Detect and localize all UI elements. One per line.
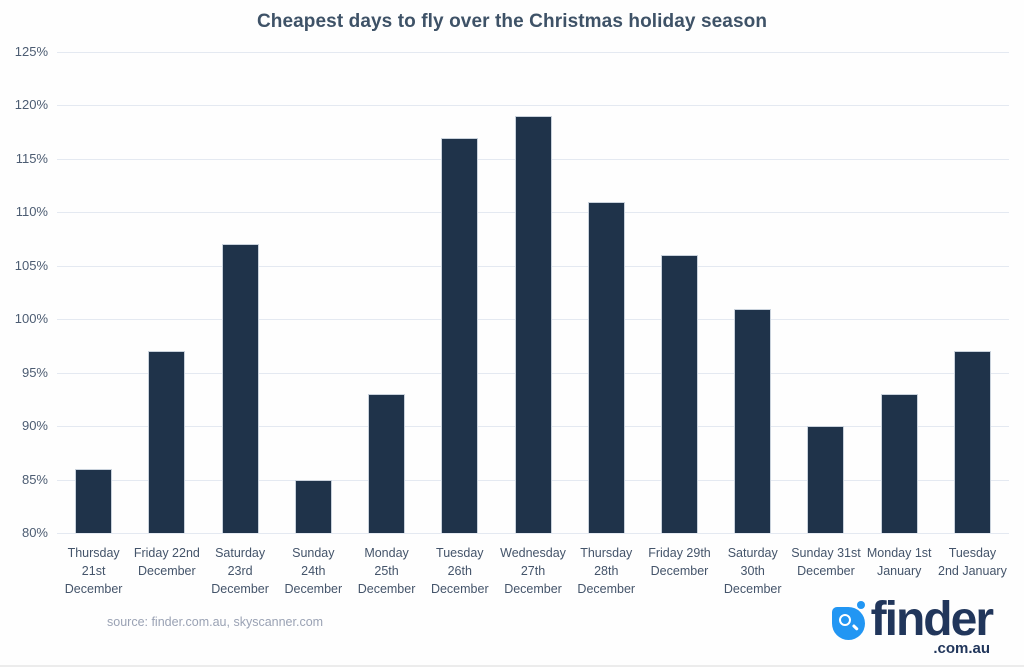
finder-logo: finder .com.au: [831, 593, 994, 657]
y-tick-label: 95%: [21, 365, 48, 380]
brand-text: finder: [870, 593, 994, 646]
x-tick-label: Thursday 28th December: [577, 546, 636, 596]
x-tick-label: Saturday 23rd December: [211, 546, 269, 596]
bar: [881, 394, 918, 533]
y-tick-label: 115%: [15, 151, 48, 166]
chart-title: Cheapest days to fly over the Christmas …: [256, 11, 768, 32]
y-axis: 125% 120% 115% 110% 105% 100% 95% 90% 85% 80%: [0, 0, 48, 667]
x-tick-label: Wednesday 27th December: [500, 546, 566, 596]
y-tick-label: 85%: [21, 472, 48, 487]
bar: [441, 138, 478, 533]
brand-suffix: .com.au: [933, 640, 990, 657]
y-tick-label: 100%: [14, 311, 48, 326]
bars: [57, 52, 1009, 533]
magnifier-icon: [831, 607, 865, 640]
bar: [75, 469, 112, 533]
gridline: [57, 105, 1009, 106]
bar: [368, 394, 405, 533]
brand-i-dot: [856, 601, 865, 609]
y-tick-label: 125%: [14, 44, 48, 59]
bar: [222, 244, 259, 533]
x-tick-label: Thursday 21st December: [64, 546, 123, 596]
x-tick-label: Friday 29th December: [648, 546, 711, 578]
y-tick-label: 110%: [15, 204, 48, 219]
bar: [588, 202, 625, 533]
x-tick-label: Sunday 24th December: [284, 546, 343, 596]
bar: [734, 309, 771, 533]
x-tick-label: Friday 22nd December: [133, 546, 200, 578]
plot-area: [57, 52, 1009, 534]
bar: [954, 351, 991, 533]
x-tick-label: Tuesday 26th December: [430, 546, 489, 596]
bar: [661, 255, 698, 533]
gridline: [57, 533, 1009, 534]
x-axis: Thursday 21st December Friday 22nd Decemb…: [57, 544, 1009, 598]
y-tick-label: 120%: [14, 97, 48, 112]
y-tick-label: 105%: [14, 258, 48, 273]
x-tick-label: Monday 25th December: [357, 546, 416, 596]
x-tick-label: Saturday 30th December: [723, 546, 782, 596]
x-tick-label: Sunday 31st December: [791, 546, 861, 578]
bar: [295, 480, 332, 533]
gridline: [57, 52, 1009, 53]
y-tick-label: 90%: [21, 418, 48, 433]
bar: [148, 351, 185, 533]
x-tick-label: Monday 1st January: [866, 546, 932, 578]
source-text: source: finder.com.au, skyscanner.com: [107, 615, 324, 629]
y-tick-label: 80%: [21, 525, 48, 540]
bar: [515, 116, 552, 533]
bar: [807, 426, 844, 533]
x-tick-label: Tuesday 2nd January: [938, 546, 1007, 578]
